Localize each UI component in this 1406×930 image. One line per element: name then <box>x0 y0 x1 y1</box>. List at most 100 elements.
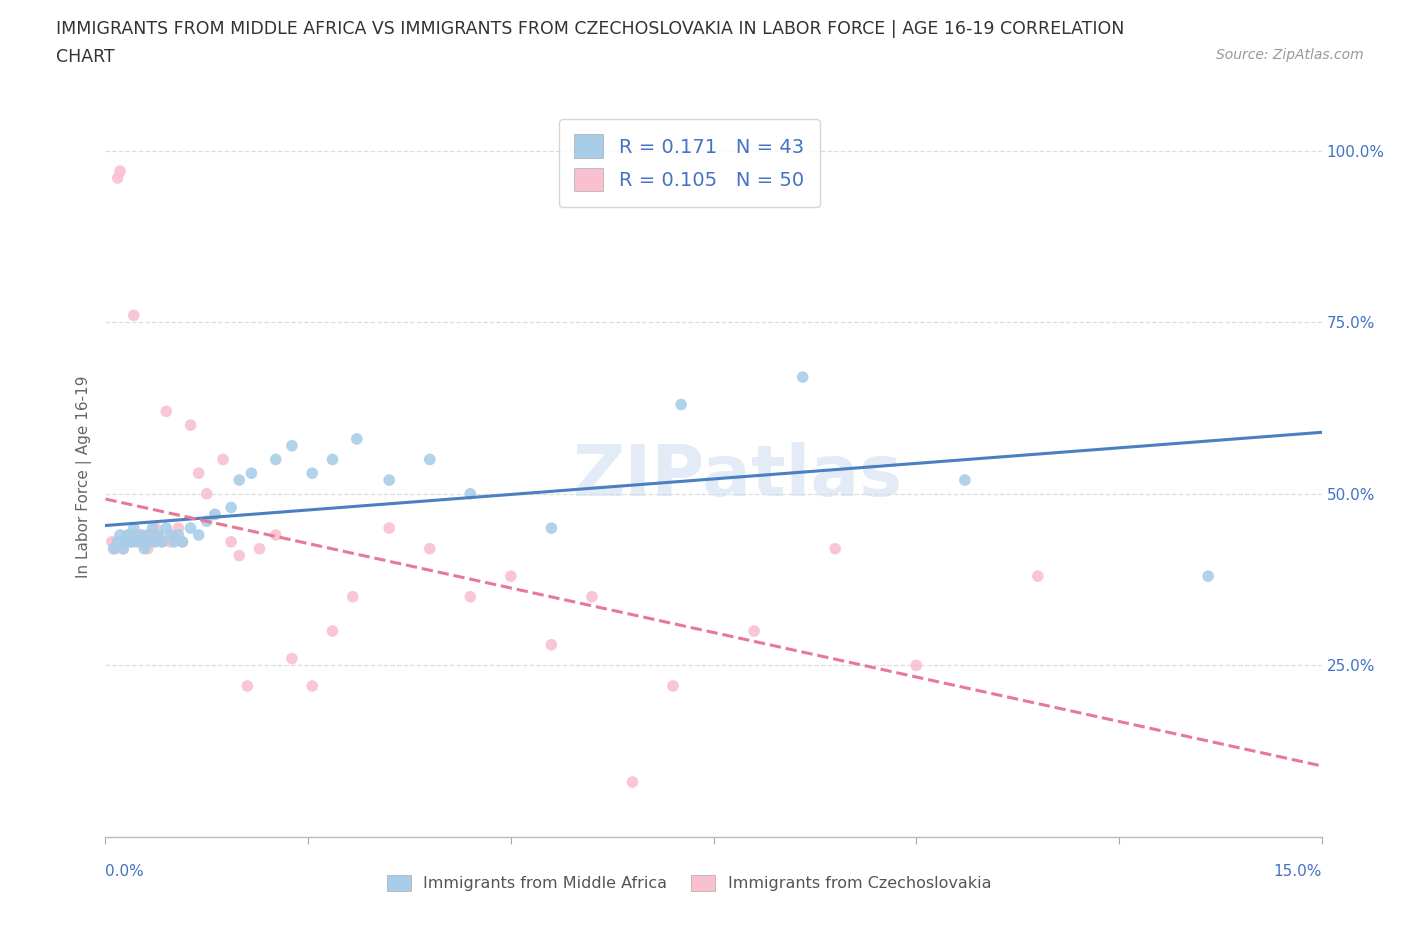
Point <box>281 651 304 666</box>
Point <box>163 535 186 550</box>
Point <box>104 541 127 556</box>
Point <box>134 541 156 556</box>
Point <box>219 535 242 550</box>
Text: IMMIGRANTS FROM MIDDLE AFRICA VS IMMIGRANTS FROM CZECHOSLOVAKIA IN LABOR FORCE |: IMMIGRANTS FROM MIDDLE AFRICA VS IMMIGRA… <box>56 20 1125 38</box>
Point <box>139 527 162 542</box>
Point <box>120 535 142 550</box>
Point <box>378 521 401 536</box>
Point <box>342 590 364 604</box>
Point <box>145 521 167 536</box>
Point <box>581 590 603 604</box>
Point <box>172 535 194 550</box>
Point <box>204 507 226 522</box>
Point <box>145 535 167 550</box>
Point <box>346 432 368 446</box>
Point <box>204 507 226 522</box>
Point <box>240 466 263 481</box>
Point <box>136 541 159 556</box>
Point <box>146 527 169 542</box>
Point <box>101 535 124 550</box>
Point <box>219 500 242 515</box>
Point <box>1197 569 1219 584</box>
Point <box>146 527 169 542</box>
Text: CHART: CHART <box>56 48 115 66</box>
Point <box>120 535 142 550</box>
Point <box>125 535 148 550</box>
Point <box>139 535 162 550</box>
Point <box>953 472 976 487</box>
Point <box>419 452 441 467</box>
Point <box>163 527 186 542</box>
Point <box>905 658 928 672</box>
Point <box>150 535 173 550</box>
Point <box>662 679 685 694</box>
Point <box>125 527 148 542</box>
Point <box>122 308 145 323</box>
Point <box>114 535 136 550</box>
Point <box>172 535 194 550</box>
Point <box>321 624 343 639</box>
Point <box>212 452 235 467</box>
Point <box>180 418 202 432</box>
Point <box>301 466 323 481</box>
Point <box>249 541 271 556</box>
Point <box>621 775 644 790</box>
Point <box>117 527 139 542</box>
Point <box>122 521 145 536</box>
Legend: Immigrants from Middle Africa, Immigrants from Czechoslovakia: Immigrants from Middle Africa, Immigrant… <box>381 868 998 897</box>
Point <box>458 486 481 501</box>
Point <box>669 397 692 412</box>
Point <box>128 535 150 550</box>
Point <box>150 535 173 550</box>
Point <box>107 170 129 185</box>
Point <box>131 535 153 550</box>
Text: 0.0%: 0.0% <box>105 864 145 879</box>
Point <box>108 527 131 542</box>
Point <box>167 527 190 542</box>
Point <box>378 472 401 487</box>
Point <box>141 521 163 536</box>
Point <box>301 679 323 694</box>
Point <box>107 535 129 550</box>
Text: ZIPatlas: ZIPatlas <box>572 442 903 512</box>
Point <box>108 164 131 179</box>
Point <box>159 535 181 550</box>
Point <box>136 527 159 542</box>
Point <box>195 513 218 528</box>
Point <box>792 369 814 384</box>
Point <box>419 541 441 556</box>
Point <box>187 527 209 542</box>
Point <box>195 486 218 501</box>
Point <box>187 466 209 481</box>
Point <box>131 527 153 542</box>
Point <box>458 590 481 604</box>
Point <box>103 541 125 556</box>
Point <box>264 527 287 542</box>
Point <box>141 535 163 550</box>
Point <box>112 541 135 556</box>
Point <box>540 637 562 652</box>
Point <box>155 521 177 536</box>
Point <box>112 541 135 556</box>
Point <box>128 527 150 542</box>
Point <box>167 521 190 536</box>
Point <box>228 472 250 487</box>
Point <box>114 535 136 550</box>
Point <box>742 624 765 639</box>
Point <box>155 404 177 418</box>
Point <box>180 521 202 536</box>
Point <box>264 452 287 467</box>
Y-axis label: In Labor Force | Age 16-19: In Labor Force | Age 16-19 <box>76 376 91 578</box>
Point <box>228 548 250 563</box>
Text: 15.0%: 15.0% <box>1274 864 1322 879</box>
Point <box>134 535 156 550</box>
Point <box>824 541 846 556</box>
Point <box>321 452 343 467</box>
Point <box>117 527 139 542</box>
Point <box>236 679 259 694</box>
Point <box>159 527 181 542</box>
Point <box>540 521 562 536</box>
Text: Source: ZipAtlas.com: Source: ZipAtlas.com <box>1216 48 1364 62</box>
Point <box>499 569 522 584</box>
Point <box>281 438 304 453</box>
